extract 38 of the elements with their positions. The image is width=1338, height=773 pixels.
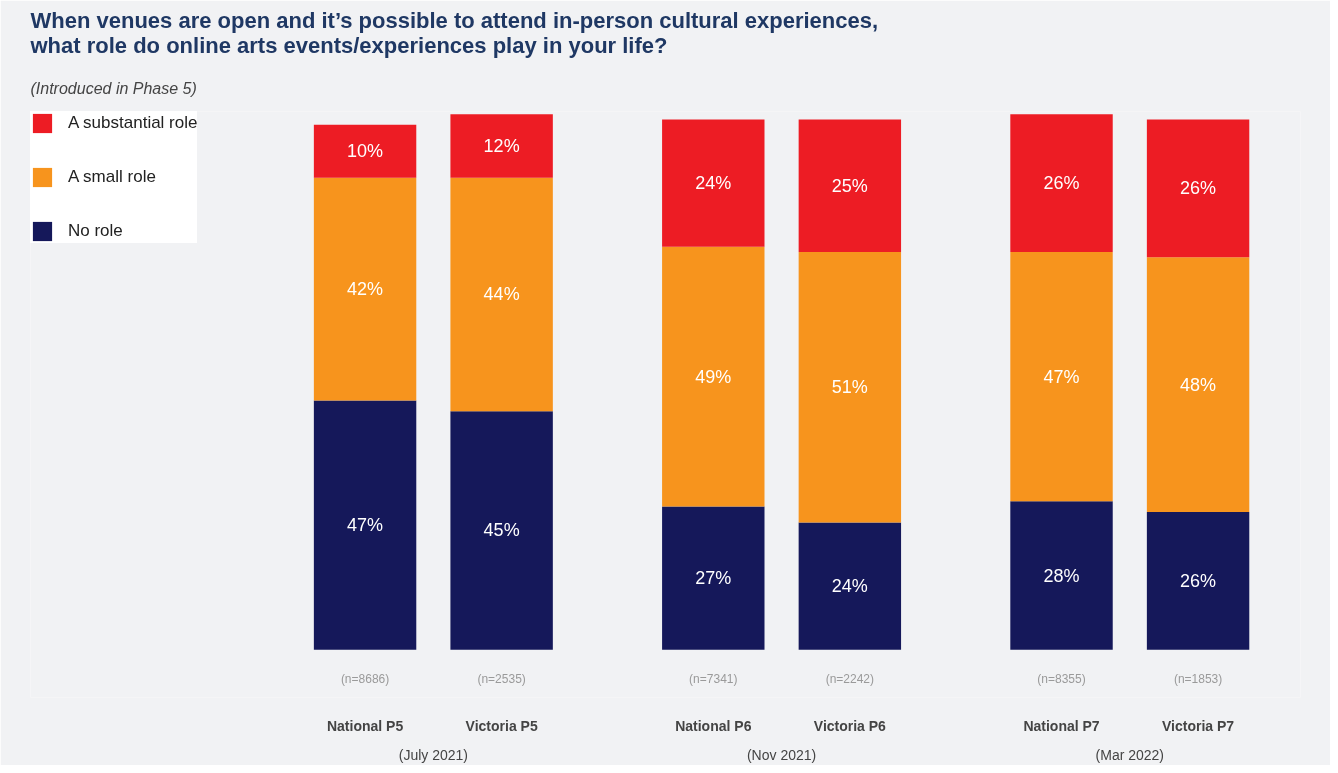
text: (Nov 2021)	[746, 746, 817, 763]
text: (n=7341)	[689, 671, 738, 686]
data-label: 49%	[695, 366, 732, 387]
text: (July 2021)	[398, 746, 468, 763]
data-label: 45%	[483, 520, 520, 541]
legend-label: A substantial role	[68, 113, 198, 133]
data-label: 25%	[831, 175, 868, 196]
data-label: 24%	[831, 576, 868, 597]
data-label: 24%	[695, 173, 732, 194]
text: (n=2535)	[477, 671, 526, 686]
text: (n=2242)	[825, 671, 875, 686]
data-label: 42%	[347, 279, 384, 300]
data-label: 26%	[1180, 570, 1217, 591]
legend-label: No role	[68, 221, 123, 241]
data-label: 12%	[483, 136, 520, 156]
data-label: 51%	[831, 377, 868, 398]
x-tick-label: Victoria P5	[465, 717, 538, 734]
data-label: 27%	[695, 568, 732, 589]
x-tick-label: National P6	[675, 717, 752, 734]
data-label: 10%	[347, 141, 384, 162]
x-tick-label: Victoria P7	[1162, 717, 1235, 734]
data-label: 26%	[1180, 178, 1217, 199]
data-label: 48%	[1180, 374, 1217, 395]
text: (n=8686)	[340, 671, 390, 686]
legend-label: A small role	[68, 167, 156, 187]
text: (Mar 2022)	[1095, 746, 1165, 763]
data-label: 47%	[347, 515, 384, 536]
data-label: 28%	[1043, 565, 1080, 586]
x-tick-label: National P7	[1023, 717, 1100, 734]
x-tick-label: National P5	[326, 717, 404, 734]
text: (n=1853)	[1173, 671, 1223, 686]
chart-title: When venues are open and it’s possible to attend in-person cultural experiences, what role do online arts events/experiences play in your life?	[29, 7, 879, 58]
x-tick-label: Victoria P6	[813, 717, 887, 734]
data-label: 26%	[1043, 173, 1080, 194]
text: (Introduced in Phase 5)	[30, 79, 197, 97]
text: (n=8355)	[1037, 671, 1086, 686]
data-label: 44%	[483, 284, 520, 305]
data-label: 47%	[1043, 366, 1080, 387]
